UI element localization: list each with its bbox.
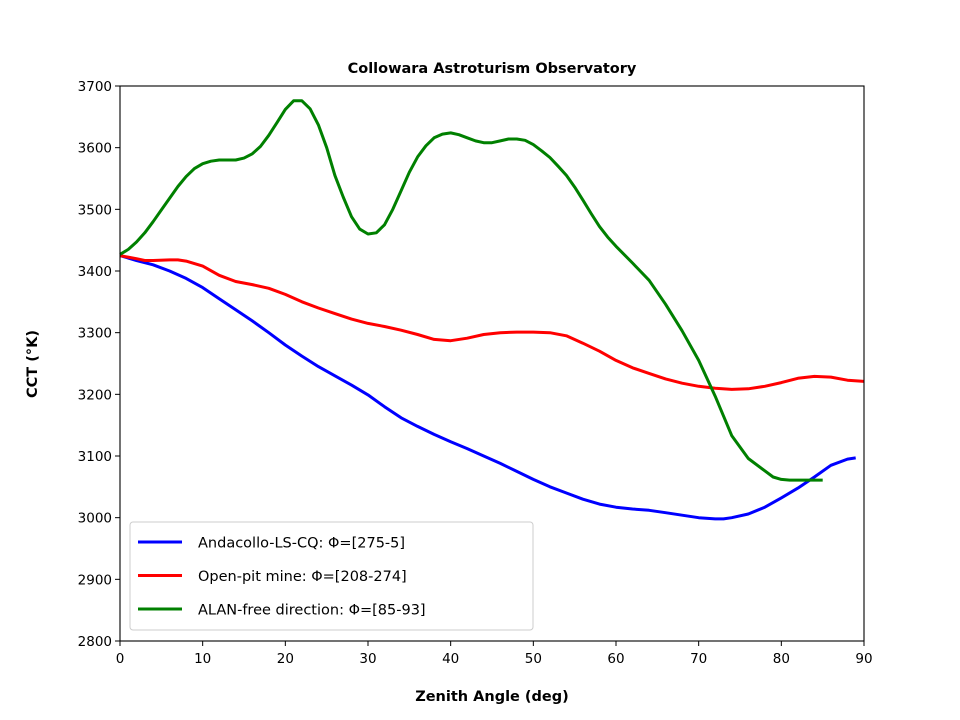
legend-box [129, 521, 534, 631]
y-tick-label: 2800 [78, 634, 112, 650]
series-lines [119, 99, 865, 521]
y-tick-label: 3200 [78, 387, 112, 403]
y-tick-label: 3500 [78, 202, 112, 218]
x-tick-label: 60 [607, 651, 624, 667]
legend-label: Andacollo-LS-CQ: Φ=[275-5] [198, 536, 405, 552]
legend: Andacollo-LS-CQ: Φ=[275-5] Open-pit mine:… [129, 521, 534, 631]
y-tick-label: 3400 [78, 264, 112, 280]
x-tick-label: 80 [773, 651, 790, 667]
x-tick-label: 40 [442, 651, 459, 667]
x-tick-label: 10 [194, 651, 211, 667]
y-tick-label: 3700 [78, 79, 112, 95]
x-tick-label: 70 [690, 651, 707, 667]
plot-area-frame [119, 85, 865, 642]
legend-label: Open-pit mine: Φ=[208-274] [198, 569, 407, 585]
x-axis: 0 10 20 30 40 50 60 70 80 90 [116, 641, 873, 667]
y-axis: 2800 2900 3000 3100 3200 3300 3400 3500 3600 3700 [78, 79, 120, 650]
x-tick-label: 30 [359, 651, 376, 667]
chart-title: Collowara Astroturism Observatory [348, 61, 637, 77]
y-tick-label: 2900 [78, 572, 112, 588]
series-line-open-pit-mine [119, 254, 865, 391]
x-tick-label: 50 [525, 651, 542, 667]
x-axis-title: Zenith Angle (deg) [415, 689, 569, 705]
y-tick-label: 3600 [78, 141, 112, 157]
x-tick-label: 20 [277, 651, 294, 667]
legend-label: ALAN-free direction: Φ=[85-93] [198, 603, 426, 619]
y-tick-label: 3300 [78, 326, 112, 342]
series-line-andacollo-ls-cq [119, 254, 856, 521]
x-tick-label: 0 [116, 651, 125, 667]
x-tick-label: 90 [855, 651, 872, 667]
y-axis-title: CCT (°K) [25, 330, 41, 398]
y-tick-label: 3000 [78, 511, 112, 527]
series-line-alan-free-direction [119, 99, 823, 482]
y-tick-label: 3100 [78, 449, 112, 465]
